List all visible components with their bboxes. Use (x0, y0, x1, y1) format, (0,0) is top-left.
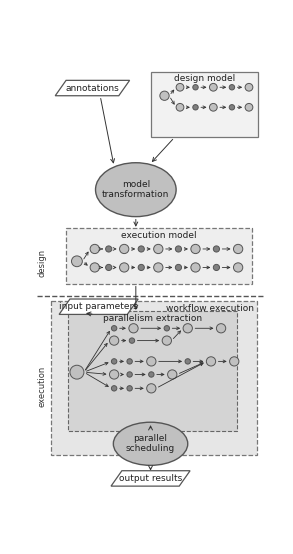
Circle shape (191, 244, 200, 254)
Circle shape (105, 246, 112, 252)
Text: parallelism extraction: parallelism extraction (103, 314, 202, 323)
Circle shape (164, 326, 170, 331)
Text: execution: execution (38, 366, 47, 407)
Ellipse shape (113, 422, 188, 465)
Circle shape (160, 91, 169, 100)
Circle shape (230, 357, 239, 366)
Circle shape (127, 358, 132, 364)
Circle shape (111, 386, 117, 391)
Circle shape (110, 336, 119, 345)
Circle shape (245, 84, 253, 91)
Circle shape (206, 357, 216, 366)
Circle shape (71, 256, 82, 266)
Circle shape (129, 338, 135, 343)
Circle shape (183, 324, 193, 333)
Circle shape (191, 263, 200, 272)
Circle shape (138, 246, 144, 252)
Text: execution model: execution model (121, 230, 197, 240)
Circle shape (217, 324, 226, 333)
Text: design: design (38, 249, 47, 277)
Circle shape (120, 263, 129, 272)
Circle shape (245, 104, 253, 111)
Circle shape (193, 85, 198, 90)
Circle shape (175, 246, 182, 252)
Circle shape (229, 105, 235, 110)
Circle shape (147, 384, 156, 393)
Text: design model: design model (174, 74, 235, 83)
FancyBboxPatch shape (151, 72, 258, 137)
FancyBboxPatch shape (51, 301, 257, 455)
Circle shape (176, 104, 184, 111)
Circle shape (176, 84, 184, 91)
Circle shape (209, 104, 217, 111)
Text: workflow execution: workflow execution (166, 304, 254, 313)
Circle shape (154, 244, 163, 254)
Circle shape (120, 244, 129, 254)
Circle shape (229, 85, 235, 90)
Circle shape (209, 84, 217, 91)
Polygon shape (111, 471, 190, 486)
Circle shape (138, 264, 144, 270)
Circle shape (90, 244, 99, 254)
Text: parallel
scheduling: parallel scheduling (126, 434, 175, 454)
Polygon shape (55, 80, 130, 96)
Circle shape (70, 365, 84, 379)
Text: input parameters: input parameters (59, 302, 138, 311)
Circle shape (193, 105, 198, 110)
Circle shape (154, 263, 163, 272)
Circle shape (90, 263, 99, 272)
Circle shape (147, 357, 156, 366)
Circle shape (234, 244, 243, 254)
FancyBboxPatch shape (68, 311, 236, 430)
Text: output results: output results (119, 474, 182, 483)
Circle shape (168, 370, 177, 379)
Ellipse shape (96, 163, 176, 217)
Circle shape (105, 264, 112, 270)
Circle shape (110, 370, 119, 379)
Circle shape (127, 386, 132, 391)
Text: model
transformation: model transformation (102, 180, 170, 199)
Circle shape (175, 264, 182, 270)
Circle shape (149, 372, 154, 377)
Circle shape (111, 326, 117, 331)
Circle shape (111, 358, 117, 364)
Circle shape (127, 372, 132, 377)
Circle shape (129, 324, 138, 333)
Circle shape (162, 336, 171, 345)
Circle shape (234, 263, 243, 272)
Polygon shape (59, 299, 138, 315)
Circle shape (213, 264, 219, 270)
FancyBboxPatch shape (66, 228, 252, 284)
Circle shape (213, 246, 219, 252)
Text: annotations: annotations (66, 84, 119, 93)
Circle shape (185, 358, 190, 364)
